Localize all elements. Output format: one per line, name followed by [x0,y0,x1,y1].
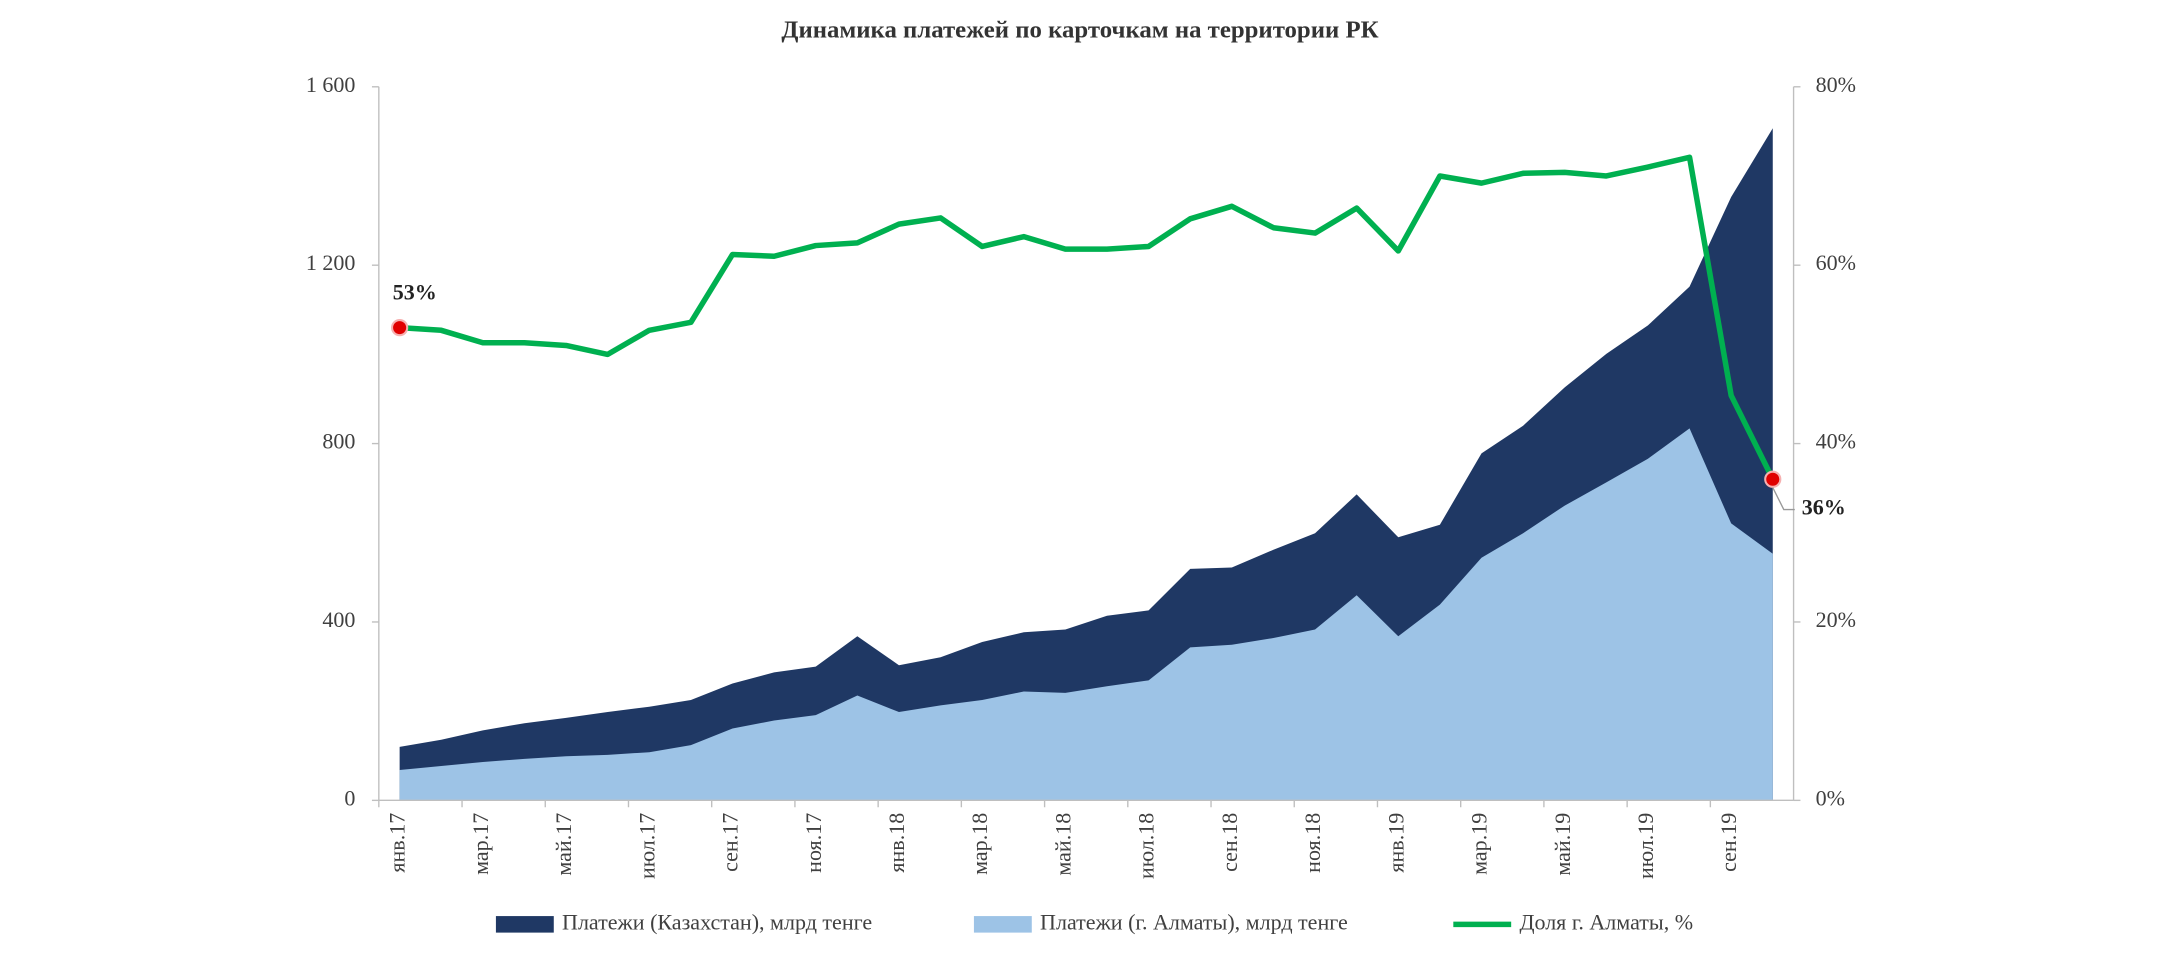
x-tick-label: май.19 [1550,813,1575,876]
value-label: 36% [1802,495,1846,520]
y2-tick-label: 40% [1816,429,1856,454]
x-tick-label: янв.17 [385,813,410,873]
point-marker [391,319,409,337]
legend-label: Доля г. Алматы, % [1519,909,1693,934]
legend-swatch [495,916,554,933]
x-tick-label: май.18 [1050,813,1075,876]
legend-label: Платежи (г. Алматы), млрд тенге [1040,909,1348,934]
y-tick-label: 400 [322,607,355,632]
x-tick-label: сен.18 [1217,813,1242,872]
legend-swatch [973,916,1032,933]
x-tick-label: июл.19 [1633,813,1658,879]
x-tick-label: мар.17 [468,813,493,875]
y-tick-label: 800 [322,429,355,454]
point-marker [1764,470,1782,488]
x-tick-label: ноя.17 [801,813,826,873]
y2-tick-label: 20% [1816,607,1856,632]
x-tick-label: мар.18 [967,813,992,875]
chart-title: Динамика платежей по карточкам на террит… [781,16,1378,43]
y-tick-label: 0 [344,785,355,810]
line [399,154,1776,481]
y-tick-label: 1 600 [306,72,356,97]
x-tick-label: сен.19 [1716,813,1741,872]
x-tick-label: ноя.18 [1300,813,1325,873]
legend-label: Платежи (Казахстан), млрд тенге [562,909,872,934]
x-tick-label: июл.18 [1134,813,1159,879]
value-label: 53% [393,280,437,305]
area [399,428,1773,801]
y2-tick-label: 60% [1816,250,1856,275]
x-tick-label: янв.18 [884,813,909,873]
x-tick-label: мар.19 [1467,813,1492,875]
x-tick-label: май.17 [551,813,576,876]
leader-line [1772,487,1795,511]
x-tick-label: сен.17 [718,813,743,872]
x-tick-label: июл.17 [634,813,659,879]
y2-tick-label: 80% [1816,72,1856,97]
x-tick-label: янв.19 [1383,813,1408,873]
y2-tick-label: 0% [1816,785,1845,810]
y-tick-label: 1 200 [306,250,356,275]
